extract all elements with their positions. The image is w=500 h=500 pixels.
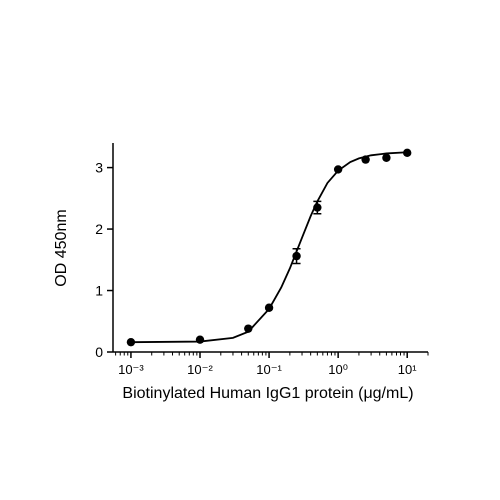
data-point — [382, 153, 391, 162]
y-tick-label: 2 — [95, 221, 103, 237]
data-point — [333, 165, 343, 174]
data-point — [313, 203, 322, 212]
x-tick-label: 10¹ — [398, 362, 417, 377]
x-tick-label: 10⁰ — [328, 362, 348, 377]
data-point — [244, 324, 253, 333]
y-tick-label: 3 — [95, 160, 103, 176]
x-tick-label: 10⁻³ — [118, 362, 144, 377]
data-point — [126, 337, 136, 347]
y-tick-label: 0 — [95, 344, 103, 360]
data-point — [195, 335, 205, 344]
data-point — [403, 148, 412, 158]
data-point — [264, 303, 274, 312]
x-tick-label: 10⁻¹ — [256, 362, 282, 377]
data-point — [361, 155, 370, 164]
y-tick-label: 1 — [95, 283, 103, 299]
fit-curve — [130, 151, 408, 344]
y-axis-title: OD 450nm — [53, 209, 70, 286]
x-tick-label: 10⁻² — [187, 362, 213, 377]
x-axis-title: Biotinylated Human IgG1 protein (μg/mL) — [122, 385, 413, 402]
data-point — [292, 251, 301, 261]
